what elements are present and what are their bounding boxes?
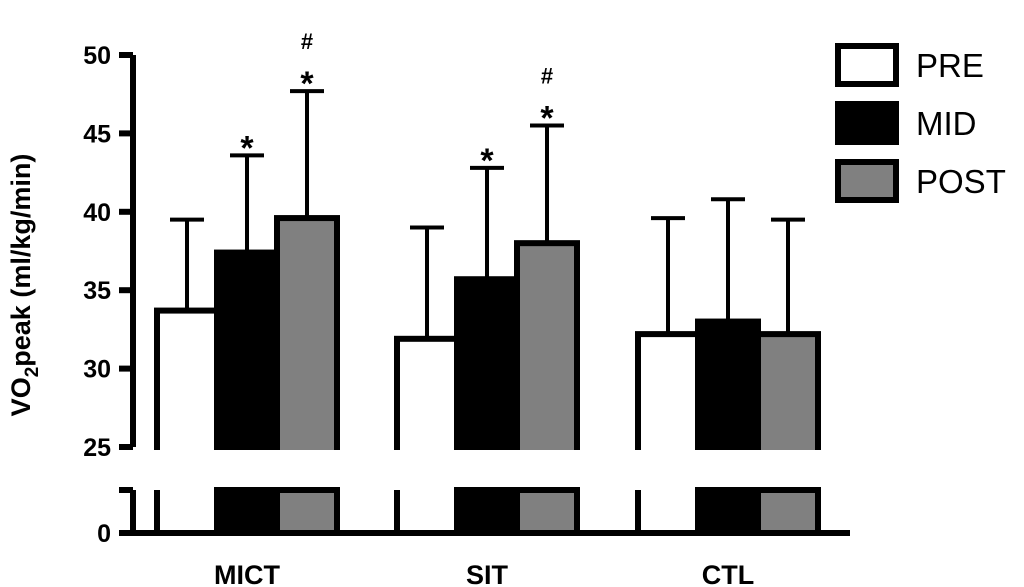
bar-lower — [755, 487, 821, 536]
x-category-label: CTL — [702, 560, 754, 587]
legend-swatch — [835, 43, 899, 87]
bar-upper — [214, 249, 280, 460]
bar-upper — [514, 240, 580, 460]
legend: PRE MID POST — [835, 43, 1006, 203]
bar-lower — [514, 487, 580, 536]
legend-label: MID — [916, 105, 977, 142]
y-axis-title: VO2peak (ml/kg/min) — [6, 154, 43, 417]
legend-label: POST — [916, 163, 1006, 200]
significance-hash: # — [301, 29, 313, 54]
significance-asterisk: * — [480, 142, 494, 180]
y-tick-label: 40 — [83, 199, 111, 227]
significance-asterisk: * — [300, 65, 314, 103]
legend-label: PRE — [916, 47, 984, 84]
y-tick-label: 0 — [97, 520, 111, 548]
y-axis: 0 25 30 35 40 45 50 — [83, 42, 136, 548]
y-tick-label: 45 — [83, 120, 111, 148]
bar-lower — [214, 487, 280, 536]
bar-lower — [454, 487, 520, 536]
x-axis: MICT SIT CTL — [130, 530, 850, 587]
y-tick-label: 25 — [83, 434, 111, 462]
y-axis-title-sub: 2 — [22, 367, 43, 378]
bar-upper — [454, 276, 520, 460]
y-tick-label: 30 — [83, 356, 111, 384]
bar-upper — [154, 307, 220, 461]
y-tick-label: 35 — [83, 277, 111, 305]
bar-upper — [755, 331, 821, 461]
annotations: * * # * * # — [240, 29, 554, 180]
x-category-label: SIT — [466, 560, 509, 587]
bars — [137, 89, 857, 536]
significance-asterisk: * — [240, 129, 254, 167]
y-axis-title-rest: peak (ml/kg/min) — [6, 154, 36, 367]
bar-upper — [394, 335, 460, 461]
x-category-label: MICT — [214, 560, 280, 587]
legend-swatch — [835, 101, 899, 145]
y-axis-title-main: VO — [6, 377, 36, 416]
bar-upper — [635, 331, 701, 461]
bar-upper — [274, 215, 340, 460]
bar-lower — [274, 487, 340, 536]
bar-lower — [695, 487, 761, 536]
significance-hash: # — [541, 64, 553, 89]
significance-asterisk: * — [540, 100, 554, 138]
bar-upper — [695, 318, 761, 460]
legend-swatch — [835, 159, 899, 203]
axis-break-gap — [137, 450, 857, 487]
y-tick-label: 50 — [83, 42, 111, 70]
